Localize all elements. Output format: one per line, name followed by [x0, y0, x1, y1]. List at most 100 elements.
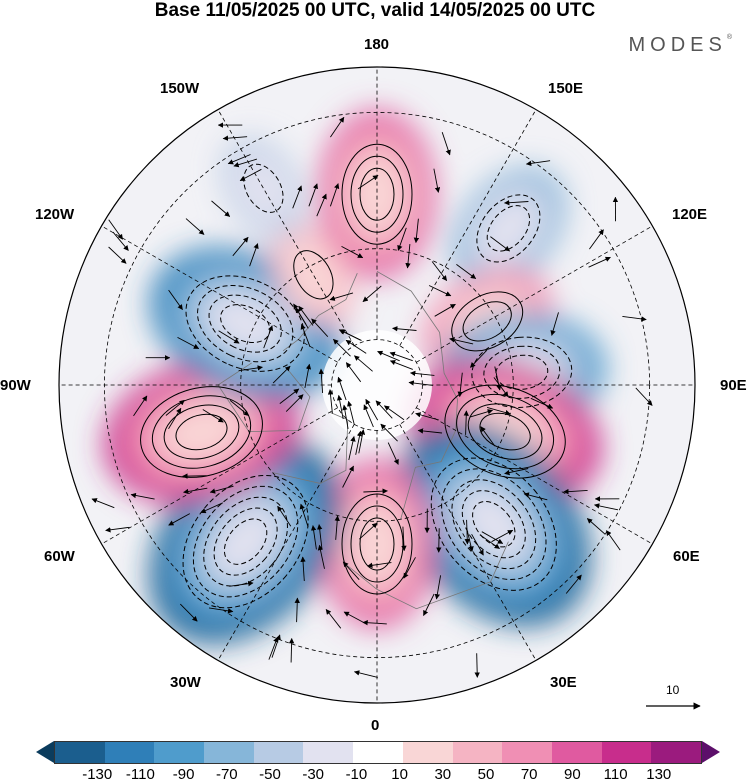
anomaly-contour	[208, 294, 282, 353]
wind-arrow	[168, 407, 182, 430]
wind-arrow	[130, 492, 155, 500]
lon-label-90e: 90E	[720, 377, 747, 394]
colorbar-tick-label: -70	[215, 766, 238, 783]
anomaly-contour	[456, 394, 555, 470]
colorbar-cell	[55, 742, 105, 763]
colorbar-cell	[551, 742, 602, 763]
wind-arrow	[525, 160, 551, 167]
wind-arrow	[469, 409, 494, 418]
wind-arrow	[333, 338, 351, 357]
wind-arrow	[491, 529, 514, 543]
wind-arrow	[177, 337, 200, 349]
wind-arrow	[179, 603, 198, 622]
colorbar-tick-label: 130	[646, 766, 672, 783]
wind-arrow	[474, 653, 480, 678]
wind-arrow	[300, 323, 311, 347]
anomaly-shading	[284, 238, 343, 311]
anomaly-contour	[182, 474, 309, 609]
wind-arrow	[486, 406, 511, 416]
wind-arrow	[263, 325, 274, 349]
wind-arrow	[380, 423, 398, 442]
coastline-segment	[217, 362, 311, 433]
wind-arrow	[358, 429, 366, 454]
wind-arrow	[277, 505, 292, 527]
lon-label-150w: 150W	[160, 80, 200, 97]
anomaly-contour	[350, 505, 404, 583]
wind-arrow	[327, 389, 334, 414]
coastline-segment	[282, 273, 358, 352]
wind-arrow	[339, 329, 362, 341]
wind-arrow	[463, 410, 469, 435]
wind-arrow	[409, 370, 435, 377]
anomaly-contour	[359, 517, 395, 571]
anomaly-contour	[140, 386, 263, 478]
colorbar-high-triangle	[702, 741, 720, 763]
wind-arrow	[329, 183, 340, 207]
wind-arrow	[325, 608, 342, 629]
wind-arrow	[415, 412, 439, 421]
wind-arrow	[342, 465, 354, 488]
anomaly-contour	[430, 457, 557, 591]
anomaly-contour	[350, 155, 404, 233]
wind-arrow	[208, 607, 234, 614]
wind-arrow	[318, 368, 325, 394]
wind-arrow	[423, 593, 435, 616]
lon-label-180: 180	[364, 36, 390, 53]
wind-arrow	[285, 394, 304, 412]
anomaly-contour	[471, 336, 573, 408]
colorbar-cell	[303, 742, 354, 763]
colorbar-tick-label: 70	[520, 766, 538, 783]
anomaly-shading	[476, 194, 540, 263]
wind-arrow	[348, 435, 356, 461]
wind-arrow	[431, 261, 448, 282]
wind-arrow	[493, 377, 509, 398]
meridian-line	[101, 225, 338, 363]
colorbar-cell	[601, 742, 652, 763]
colorbar-cell	[253, 742, 304, 763]
wind-arrow	[133, 395, 148, 417]
wind-arrow	[479, 534, 500, 549]
colorbar-cell	[402, 742, 453, 763]
anomaly-contour	[151, 395, 252, 469]
wind-arrow	[343, 611, 366, 624]
wind-arrow	[530, 397, 554, 409]
polar-cap	[322, 330, 432, 440]
anomaly-contour	[479, 412, 531, 451]
wind-arrow	[311, 318, 329, 338]
wind-arrow	[317, 544, 325, 569]
wind-arrow	[218, 330, 240, 344]
anomaly-contour	[359, 167, 395, 221]
wind-arrow	[408, 380, 433, 386]
lon-label-60w: 60W	[44, 548, 75, 565]
colorbar-cell	[651, 742, 701, 763]
wind-arrow	[185, 218, 205, 235]
colorbar-tick-label: -50	[259, 766, 281, 783]
wind-arrow	[490, 236, 511, 252]
colorbar-tick-label: -110	[125, 766, 155, 783]
colorbar-low-triangle	[36, 741, 54, 763]
lon-label-30w: 30W	[170, 674, 201, 691]
wind-arrow	[298, 305, 314, 326]
colorbar-cell	[154, 742, 205, 763]
wind-arrow	[358, 522, 378, 540]
wind-arrow	[588, 256, 611, 268]
colorbar-tick-label: 50	[477, 766, 495, 783]
wind-arrow	[334, 515, 340, 540]
wind-arrow	[413, 218, 420, 244]
anomaly-contour	[476, 194, 541, 263]
wind-arrow	[272, 365, 291, 384]
anomaly-contour	[197, 284, 294, 363]
wind-arrow	[563, 488, 588, 495]
wind-arrow	[310, 525, 317, 550]
wind-arrow	[345, 362, 362, 383]
wind-arrow	[232, 236, 249, 257]
colorbar-tick-label: 90	[564, 766, 581, 783]
wind-arrow	[357, 175, 379, 190]
anomaly-contour	[192, 485, 299, 598]
wind-arrow	[434, 303, 456, 317]
colorbar-tick-label: 30	[434, 766, 452, 783]
wind-arrow	[470, 349, 488, 368]
wind-arrow	[383, 405, 405, 421]
wind-arrow	[329, 292, 354, 301]
wind-arrow	[336, 394, 344, 420]
